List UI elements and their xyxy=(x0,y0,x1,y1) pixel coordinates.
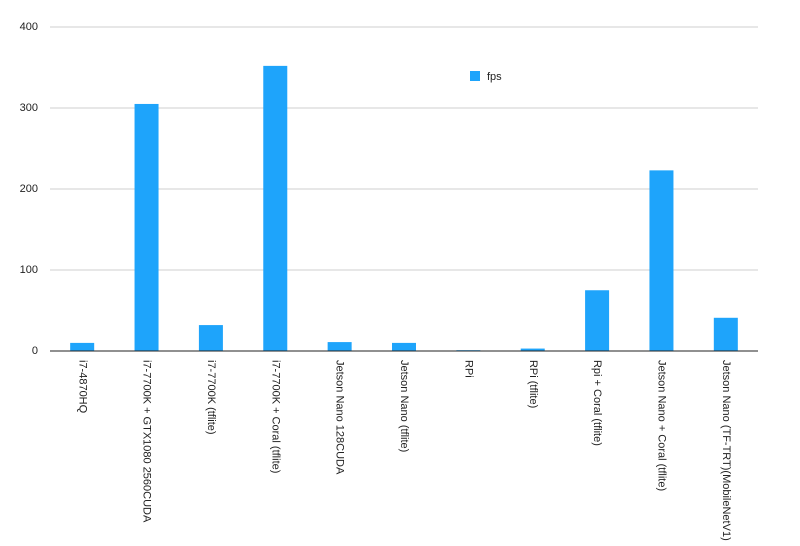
bar xyxy=(520,348,545,351)
bar xyxy=(649,170,674,351)
bar xyxy=(713,317,738,351)
bar xyxy=(392,342,416,351)
x-tick-label: i7-7700K (tflite) xyxy=(205,360,217,435)
bar xyxy=(327,342,352,351)
x-tick-label: Jetson Nano + Coral (tflite) xyxy=(656,360,668,491)
x-tick-label: RPi xyxy=(462,360,474,378)
bar xyxy=(585,290,610,351)
y-tick-label: 200 xyxy=(20,183,38,195)
x-tick-label: i7-4870HQ xyxy=(76,360,88,414)
bar xyxy=(134,103,159,351)
x-tick-label: Rpi + Coral (tflite) xyxy=(591,360,603,446)
x-tick-label: i7-7700K + GTX1080 2560CUDA xyxy=(141,360,153,523)
legend-swatch xyxy=(470,71,480,81)
bar xyxy=(70,342,95,351)
bar xyxy=(263,65,288,351)
y-tick-label: 300 xyxy=(20,102,38,114)
y-tick-label: 400 xyxy=(20,21,38,33)
x-tick-label: Jetson Nano (tflite) xyxy=(398,360,410,452)
y-tick-label: 100 xyxy=(20,264,38,276)
x-tick-label: Jetson Nano (TF-TRT)(MobileNetV1) xyxy=(720,360,732,541)
x-tick-label: i7-7700K + Coral (tflite) xyxy=(269,360,281,473)
y-tick-label: 0 xyxy=(32,345,38,357)
x-tick-label: RPi (tflite) xyxy=(527,360,539,408)
bar xyxy=(198,325,223,351)
x-tick-label: Jetson Nano 128CUDA xyxy=(334,360,346,475)
legend-label: fps xyxy=(487,71,502,83)
